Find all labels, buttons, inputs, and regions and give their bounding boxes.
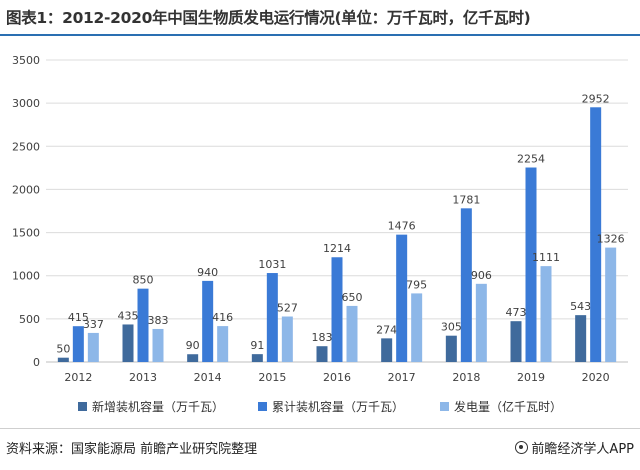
x-tick-label: 2015	[258, 371, 286, 384]
x-tick-label: 2013	[129, 371, 157, 384]
y-tick-label: 1000	[12, 270, 40, 283]
bar-2013-series-3	[152, 328, 164, 362]
bar-2013-series-2	[137, 288, 149, 362]
chart-title: 图表1：2012-2020年中国生物质发电运行情况(单位：万千瓦时，亿千瓦时)	[6, 9, 531, 27]
y-tick-label: 2000	[12, 183, 40, 196]
bar-2017-series-3	[411, 293, 423, 362]
data-label: 650	[342, 291, 363, 304]
bar-2018-series-2	[460, 208, 472, 362]
bar-2016-series-3	[346, 305, 358, 362]
data-label: 795	[406, 278, 427, 291]
bar-2018-series-1	[445, 335, 457, 362]
data-label: 435	[118, 309, 139, 322]
legend-label: 新增装机容量（万千瓦）	[92, 400, 225, 414]
legend-swatch	[440, 402, 449, 411]
bar-2018-series-3	[475, 283, 487, 362]
data-label: 337	[83, 318, 104, 331]
x-tick-label: 2020	[582, 371, 610, 384]
legend-label: 累计装机容量（万千瓦）	[272, 400, 405, 414]
legend-swatch	[78, 402, 87, 411]
bar-2015-series-3	[281, 316, 293, 362]
data-label: 1326	[597, 233, 625, 246]
x-tick-label: 2018	[452, 371, 480, 384]
x-tick-label: 2014	[194, 371, 222, 384]
data-label: 2254	[517, 153, 545, 166]
data-label: 183	[312, 331, 333, 344]
bar-2015-series-1	[251, 354, 263, 362]
y-tick-label: 2500	[12, 140, 40, 153]
chart-legend: 新增装机容量（万千瓦） 累计装机容量（万千瓦） 发电量（亿千瓦时）	[0, 398, 640, 418]
data-label: 90	[186, 339, 200, 352]
data-label: 1111	[532, 251, 560, 264]
bar-2016-series-2	[331, 257, 343, 362]
bar-2020-series-3	[605, 247, 617, 362]
bar-2013-series-1	[122, 324, 134, 362]
source-note: 资料来源：国家能源局 前瞻产业研究院整理	[6, 442, 258, 457]
bar-2017-series-1	[381, 338, 393, 362]
bar-2020-series-2	[590, 107, 602, 362]
footer-divider	[0, 428, 640, 429]
x-tick-label: 2012	[64, 371, 92, 384]
data-label: 473	[506, 306, 527, 319]
bar-2015-series-2	[266, 273, 278, 362]
data-label: 2952	[582, 92, 610, 105]
data-label: 383	[148, 314, 169, 327]
bar-2016-series-1	[316, 346, 328, 362]
x-tick-label: 2017	[388, 371, 416, 384]
data-label: 274	[376, 323, 397, 336]
bar-2020-series-1	[575, 315, 587, 362]
bar-2017-series-2	[396, 234, 408, 362]
data-label: 527	[277, 302, 298, 315]
data-label: 940	[197, 266, 218, 279]
bar-2012-series-1	[57, 357, 69, 362]
data-label: 416	[212, 311, 233, 324]
data-label: 1476	[388, 220, 416, 233]
brand-logo-icon	[515, 441, 529, 454]
x-tick-label: 2019	[517, 371, 545, 384]
legend-item: 累计装机容量（万千瓦）	[258, 398, 404, 415]
bar-2014-series-3	[217, 326, 229, 362]
y-tick-label: 3500	[12, 54, 40, 67]
legend-item: 新增装机容量（万千瓦）	[78, 398, 224, 415]
bar-2019-series-2	[525, 167, 537, 362]
data-label: 305	[441, 321, 462, 334]
y-tick-label: 500	[19, 313, 40, 326]
bar-2014-series-1	[187, 354, 199, 362]
y-tick-label: 0	[33, 356, 40, 369]
legend-item: 发电量（亿千瓦时）	[440, 398, 562, 415]
legend-swatch	[258, 402, 267, 411]
data-label: 543	[570, 300, 591, 313]
bar-2014-series-2	[202, 280, 214, 362]
y-tick-label: 1500	[12, 227, 40, 240]
title-divider	[0, 34, 640, 36]
data-label: 1214	[323, 242, 351, 255]
data-label: 906	[471, 269, 492, 282]
bar-2019-series-1	[510, 321, 522, 362]
data-label: 91	[250, 339, 264, 352]
data-label: 1031	[258, 258, 286, 271]
data-label: 415	[68, 311, 89, 324]
brand-mark: 前瞻经济学人APP	[515, 438, 634, 457]
bar-2019-series-3	[540, 266, 552, 362]
y-tick-label: 3000	[12, 97, 40, 110]
data-label: 1781	[452, 193, 480, 206]
bar-2012-series-2	[72, 326, 84, 362]
bar-2012-series-3	[87, 332, 99, 362]
brand-name: 前瞻经济学人APP	[531, 442, 634, 457]
x-tick-label: 2016	[323, 371, 351, 384]
legend-label: 发电量（亿千瓦时）	[454, 400, 563, 414]
data-label: 50	[56, 343, 70, 356]
data-label: 850	[133, 274, 154, 287]
